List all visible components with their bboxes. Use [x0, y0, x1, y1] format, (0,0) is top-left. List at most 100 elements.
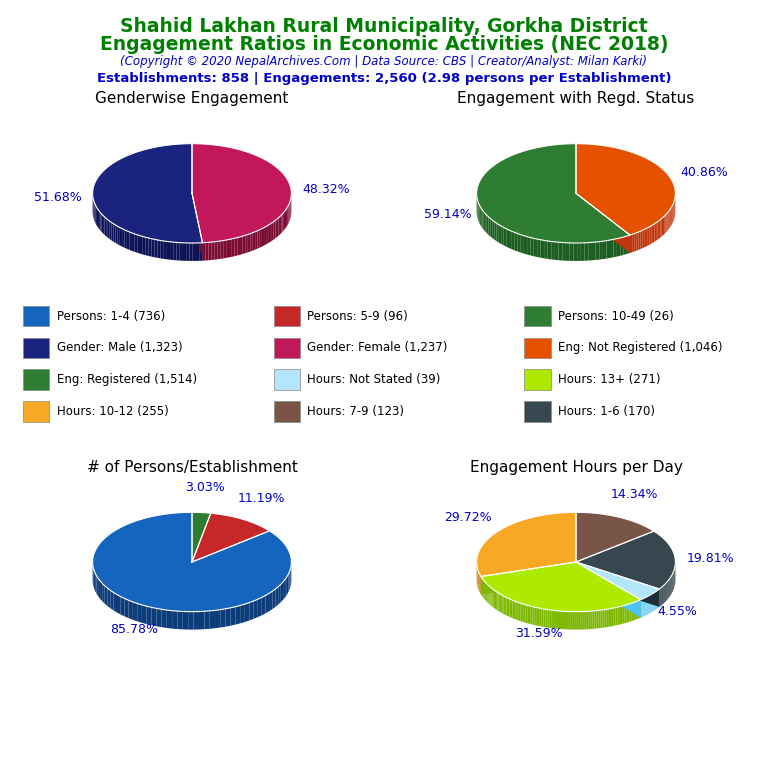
Polygon shape	[120, 227, 122, 247]
Polygon shape	[617, 607, 619, 625]
Polygon shape	[206, 243, 208, 260]
Text: 11.19%: 11.19%	[237, 492, 285, 505]
Polygon shape	[132, 233, 134, 252]
Polygon shape	[284, 211, 285, 230]
Polygon shape	[504, 227, 506, 247]
Polygon shape	[576, 562, 641, 617]
Polygon shape	[161, 609, 167, 628]
Polygon shape	[192, 144, 291, 243]
Polygon shape	[587, 611, 589, 629]
Polygon shape	[196, 243, 199, 261]
Polygon shape	[577, 611, 579, 630]
Polygon shape	[529, 606, 531, 624]
Polygon shape	[502, 226, 504, 245]
Polygon shape	[641, 230, 642, 249]
Polygon shape	[512, 601, 514, 619]
Polygon shape	[540, 608, 541, 627]
Text: 59.14%: 59.14%	[423, 208, 471, 221]
Polygon shape	[93, 512, 291, 611]
Polygon shape	[498, 225, 502, 244]
Polygon shape	[502, 595, 504, 614]
Polygon shape	[103, 216, 104, 235]
Polygon shape	[95, 573, 97, 594]
Polygon shape	[667, 211, 668, 230]
Polygon shape	[630, 234, 632, 253]
FancyBboxPatch shape	[23, 338, 49, 358]
Polygon shape	[93, 568, 94, 588]
Polygon shape	[253, 599, 258, 619]
Polygon shape	[480, 207, 482, 227]
Polygon shape	[104, 217, 106, 237]
Polygon shape	[532, 607, 535, 625]
Polygon shape	[561, 611, 563, 629]
Text: 48.32%: 48.32%	[302, 183, 349, 196]
FancyBboxPatch shape	[273, 369, 300, 390]
Polygon shape	[170, 242, 174, 260]
Polygon shape	[627, 235, 630, 254]
Polygon shape	[482, 210, 484, 230]
Polygon shape	[576, 562, 660, 607]
Polygon shape	[478, 203, 479, 223]
Polygon shape	[151, 239, 154, 257]
Polygon shape	[579, 611, 581, 630]
Polygon shape	[104, 586, 108, 606]
Polygon shape	[599, 241, 603, 260]
Polygon shape	[495, 591, 496, 610]
Polygon shape	[507, 598, 508, 616]
Text: Hours: 13+ (271): Hours: 13+ (271)	[558, 373, 660, 386]
Polygon shape	[488, 586, 489, 604]
Polygon shape	[576, 194, 630, 253]
Polygon shape	[576, 144, 675, 235]
Polygon shape	[592, 242, 596, 260]
Polygon shape	[576, 562, 641, 617]
Polygon shape	[558, 242, 562, 260]
Polygon shape	[277, 218, 279, 237]
Title: # of Persons/Establishment: # of Persons/Establishment	[87, 460, 297, 475]
Text: Gender: Male (1,323): Gender: Male (1,323)	[57, 342, 182, 354]
Polygon shape	[562, 243, 566, 260]
Text: Hours: 7-9 (123): Hours: 7-9 (123)	[307, 405, 405, 418]
Polygon shape	[576, 512, 654, 562]
Polygon shape	[505, 597, 507, 615]
Polygon shape	[571, 611, 573, 630]
Polygon shape	[630, 604, 631, 622]
Polygon shape	[190, 243, 193, 261]
Title: Genderwise Engagement: Genderwise Engagement	[95, 91, 289, 106]
Polygon shape	[208, 242, 211, 260]
Text: Engagement Ratios in Economic Activities (NEC 2018): Engagement Ratios in Economic Activities…	[100, 35, 668, 55]
FancyBboxPatch shape	[525, 306, 551, 326]
Text: 3.03%: 3.03%	[185, 482, 224, 495]
Polygon shape	[257, 230, 260, 249]
Polygon shape	[662, 217, 663, 237]
Polygon shape	[607, 240, 610, 259]
Polygon shape	[485, 214, 487, 233]
Polygon shape	[106, 218, 108, 237]
Polygon shape	[567, 611, 569, 630]
Text: 29.72%: 29.72%	[445, 511, 492, 524]
Polygon shape	[508, 598, 509, 617]
Polygon shape	[255, 230, 257, 250]
Polygon shape	[137, 235, 140, 253]
Polygon shape	[134, 234, 137, 253]
Polygon shape	[183, 243, 186, 261]
Polygon shape	[270, 223, 272, 242]
Polygon shape	[511, 600, 512, 618]
Polygon shape	[121, 597, 124, 617]
Polygon shape	[596, 242, 599, 260]
Polygon shape	[610, 240, 614, 258]
Text: 31.59%: 31.59%	[515, 627, 562, 640]
Polygon shape	[614, 607, 616, 626]
Polygon shape	[225, 607, 230, 627]
Text: 85.78%: 85.78%	[110, 623, 158, 636]
Polygon shape	[133, 602, 137, 621]
Polygon shape	[215, 610, 220, 628]
Text: Shahid Lakhan Rural Municipality, Gorkha District: Shahid Lakhan Rural Municipality, Gorkha…	[120, 17, 648, 36]
Polygon shape	[220, 240, 223, 259]
Polygon shape	[245, 234, 248, 253]
Polygon shape	[98, 210, 99, 229]
Polygon shape	[498, 593, 500, 612]
Polygon shape	[97, 576, 98, 596]
FancyBboxPatch shape	[23, 306, 49, 326]
Polygon shape	[281, 582, 283, 602]
Polygon shape	[538, 608, 540, 626]
